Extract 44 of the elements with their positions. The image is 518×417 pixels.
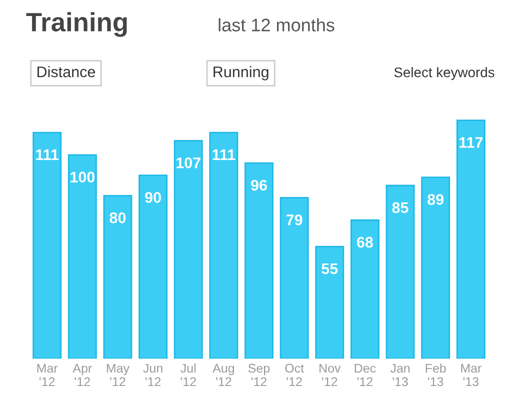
bar [103, 194, 132, 359]
x-tick-label: Mar '13 [461, 364, 482, 386]
data-label: 117 [460, 137, 483, 148]
x-tick-label: May '12 [106, 364, 130, 386]
x-tick-label: Jul '12 [180, 363, 196, 386]
bar [209, 132, 238, 359]
data-label: 107 [176, 157, 200, 168]
data-label: 90 [145, 192, 161, 203]
x-tick-label: Jan '13 [390, 364, 410, 386]
bar [138, 174, 168, 359]
x-tick-label: Feb '13 [426, 363, 446, 386]
x-tick-label: Sep '12 [248, 364, 270, 386]
x-tick-label: Oct '12 [285, 364, 304, 386]
data-label: 96 [251, 180, 267, 191]
data-label: 100 [70, 172, 95, 182]
text: Distance [38, 66, 96, 78]
data-label: 79 [286, 214, 302, 226]
x-tick-label: Apr '12 [72, 364, 92, 386]
bar [174, 140, 203, 359]
bar [68, 154, 97, 359]
chart-title: Training [26, 12, 127, 37]
x-tick-label: Dec '12 [354, 364, 376, 386]
text: Select keywords [394, 67, 494, 80]
data-label: 111 [212, 149, 236, 160]
text: Running [214, 66, 268, 80]
bar [244, 162, 274, 359]
bar [421, 176, 450, 359]
data-label: 85 [392, 202, 408, 214]
bar [386, 184, 415, 359]
bar [456, 120, 486, 359]
data-label: 68 [357, 236, 373, 248]
bar [315, 246, 344, 359]
x-tick-label: Aug '12 [212, 364, 234, 386]
data-label: 55 [322, 263, 338, 274]
x-tick-label: Jun '12 [143, 364, 162, 386]
bar [280, 197, 309, 359]
data-label: 89 [428, 194, 444, 205]
x-tick-label: Nov '12 [320, 364, 341, 386]
chart-subtitle: last 12 months [218, 18, 334, 32]
x-tick-label: Mar '12 [37, 364, 58, 386]
bar [350, 219, 380, 359]
bar [32, 132, 62, 359]
data-label: 80 [110, 212, 126, 224]
data-label: 111 [36, 149, 59, 160]
